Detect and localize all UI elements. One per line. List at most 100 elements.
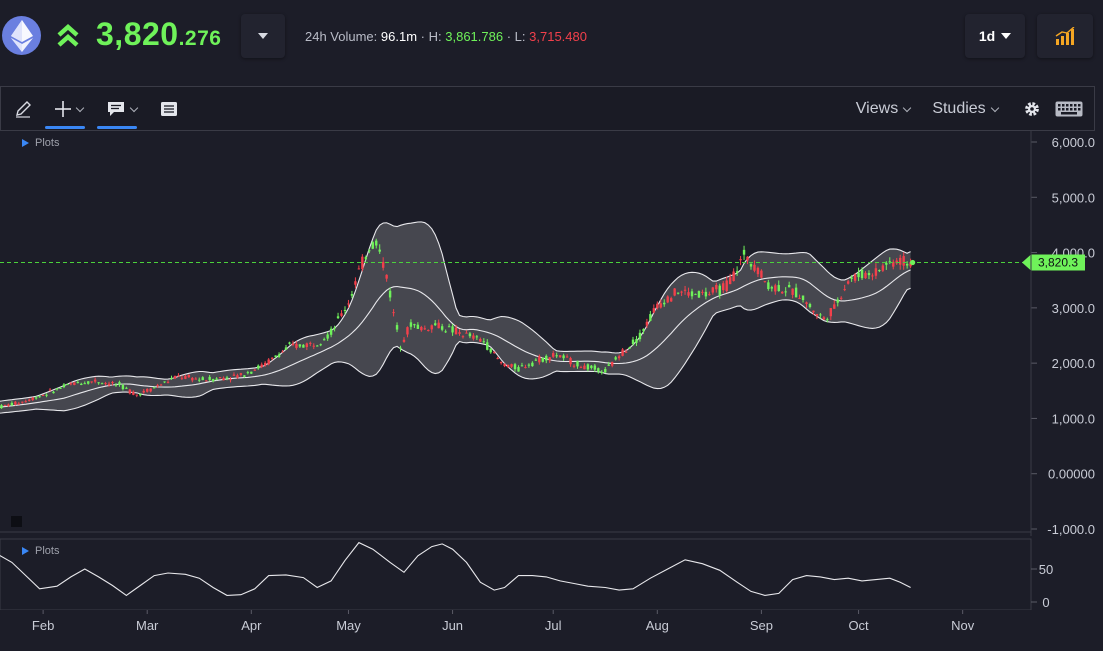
candle bbox=[159, 383, 163, 386]
candle bbox=[253, 368, 256, 371]
candle bbox=[645, 318, 649, 329]
low-label: · L: bbox=[506, 29, 526, 44]
candle bbox=[791, 288, 794, 299]
candle bbox=[270, 357, 274, 361]
candle bbox=[610, 361, 614, 368]
candle bbox=[583, 363, 586, 370]
candle bbox=[302, 344, 305, 348]
candle bbox=[14, 400, 17, 406]
timeframe-dropdown[interactable]: 1d bbox=[965, 14, 1025, 58]
chart-area[interactable]: 6,000.05,000.04,000.03,000.02,000.01,000… bbox=[0, 131, 1103, 651]
candle bbox=[135, 394, 138, 398]
candle bbox=[111, 380, 114, 386]
high-value: 3,861.786 bbox=[445, 29, 504, 44]
main-plots-label: Plots bbox=[35, 137, 60, 149]
y-tick-label: 5,000.0 bbox=[1052, 190, 1095, 205]
candle bbox=[749, 263, 753, 270]
candle bbox=[298, 344, 302, 348]
candle bbox=[607, 361, 610, 367]
candle bbox=[871, 273, 874, 281]
candle bbox=[486, 339, 489, 351]
candle bbox=[739, 255, 742, 266]
chart-type-button[interactable] bbox=[1037, 14, 1093, 58]
current-price-tag: 3,820.3 bbox=[910, 254, 1085, 271]
candle bbox=[322, 337, 326, 341]
candle bbox=[7, 403, 10, 407]
candle bbox=[756, 266, 760, 278]
candle bbox=[732, 268, 735, 282]
pencil-icon bbox=[16, 101, 31, 118]
candle bbox=[586, 363, 590, 372]
candle bbox=[836, 297, 839, 307]
candle bbox=[669, 296, 673, 303]
chart-corner-square-icon bbox=[11, 516, 22, 527]
market-dropdown-button[interactable] bbox=[241, 14, 285, 58]
market-stats: 24h Volume: 96.1m · H: 3,861.786 · L: 3,… bbox=[305, 29, 587, 44]
candle bbox=[309, 341, 312, 347]
x-tick-label: May bbox=[336, 618, 361, 633]
x-tick-label: Sep bbox=[750, 618, 773, 633]
settings-button[interactable] bbox=[1019, 87, 1045, 131]
y-tick-label: -1,000.0 bbox=[1047, 522, 1095, 537]
candle bbox=[635, 335, 638, 346]
triangle-right-icon bbox=[22, 139, 29, 147]
gear-icon bbox=[1025, 102, 1039, 116]
candle bbox=[892, 259, 895, 270]
candle bbox=[805, 301, 808, 308]
candle bbox=[66, 383, 69, 386]
candle bbox=[833, 300, 836, 309]
candle bbox=[166, 380, 170, 384]
studies-menu[interactable]: Studies bbox=[927, 87, 1003, 131]
candle bbox=[329, 326, 333, 338]
candle bbox=[142, 389, 145, 394]
candle bbox=[725, 276, 728, 293]
candle bbox=[694, 293, 697, 295]
candle bbox=[420, 325, 423, 332]
candle bbox=[538, 354, 541, 365]
studies-label: Studies bbox=[932, 100, 986, 117]
bar-chart-icon bbox=[1055, 27, 1075, 45]
candle bbox=[128, 388, 132, 395]
candle bbox=[319, 343, 322, 347]
main-plots-toggle[interactable]: Plots bbox=[22, 137, 59, 149]
oscillator-plots-toggle[interactable]: Plots bbox=[22, 545, 59, 557]
candle bbox=[628, 346, 631, 349]
candle bbox=[277, 352, 281, 358]
candle bbox=[527, 363, 531, 368]
candle bbox=[895, 257, 898, 265]
candle bbox=[125, 386, 128, 389]
price-axis: 6,000.05,000.04,000.03,000.02,000.01,000… bbox=[1031, 135, 1095, 537]
candle bbox=[243, 375, 246, 378]
candle bbox=[534, 358, 538, 362]
candle bbox=[614, 355, 617, 361]
candle bbox=[676, 292, 680, 295]
candle bbox=[59, 386, 62, 389]
candle bbox=[409, 319, 413, 330]
candle bbox=[687, 287, 690, 298]
candle bbox=[45, 393, 48, 398]
candle bbox=[781, 291, 784, 294]
candle bbox=[194, 377, 197, 380]
candle bbox=[52, 390, 55, 394]
candle bbox=[451, 323, 454, 336]
layout-button[interactable] bbox=[157, 87, 181, 131]
list-icon bbox=[161, 102, 177, 116]
views-label: Views bbox=[855, 100, 899, 117]
annotation-button[interactable] bbox=[97, 87, 147, 131]
candle bbox=[215, 377, 218, 381]
candle bbox=[801, 295, 805, 303]
candle bbox=[413, 323, 416, 328]
candle bbox=[295, 341, 298, 350]
draw-tool-button[interactable] bbox=[9, 87, 37, 131]
candle bbox=[666, 295, 669, 304]
candle bbox=[447, 323, 451, 328]
candle bbox=[163, 381, 166, 384]
candle bbox=[479, 337, 482, 343]
add-indicator-button[interactable] bbox=[45, 87, 93, 131]
timeframe-label: 1d bbox=[978, 28, 996, 44]
band-lower-line bbox=[0, 287, 911, 414]
keyboard-shortcuts-button[interactable] bbox=[1053, 87, 1085, 131]
candle bbox=[715, 282, 718, 293]
views-menu[interactable]: Views bbox=[851, 87, 915, 131]
comment-icon bbox=[108, 102, 124, 116]
